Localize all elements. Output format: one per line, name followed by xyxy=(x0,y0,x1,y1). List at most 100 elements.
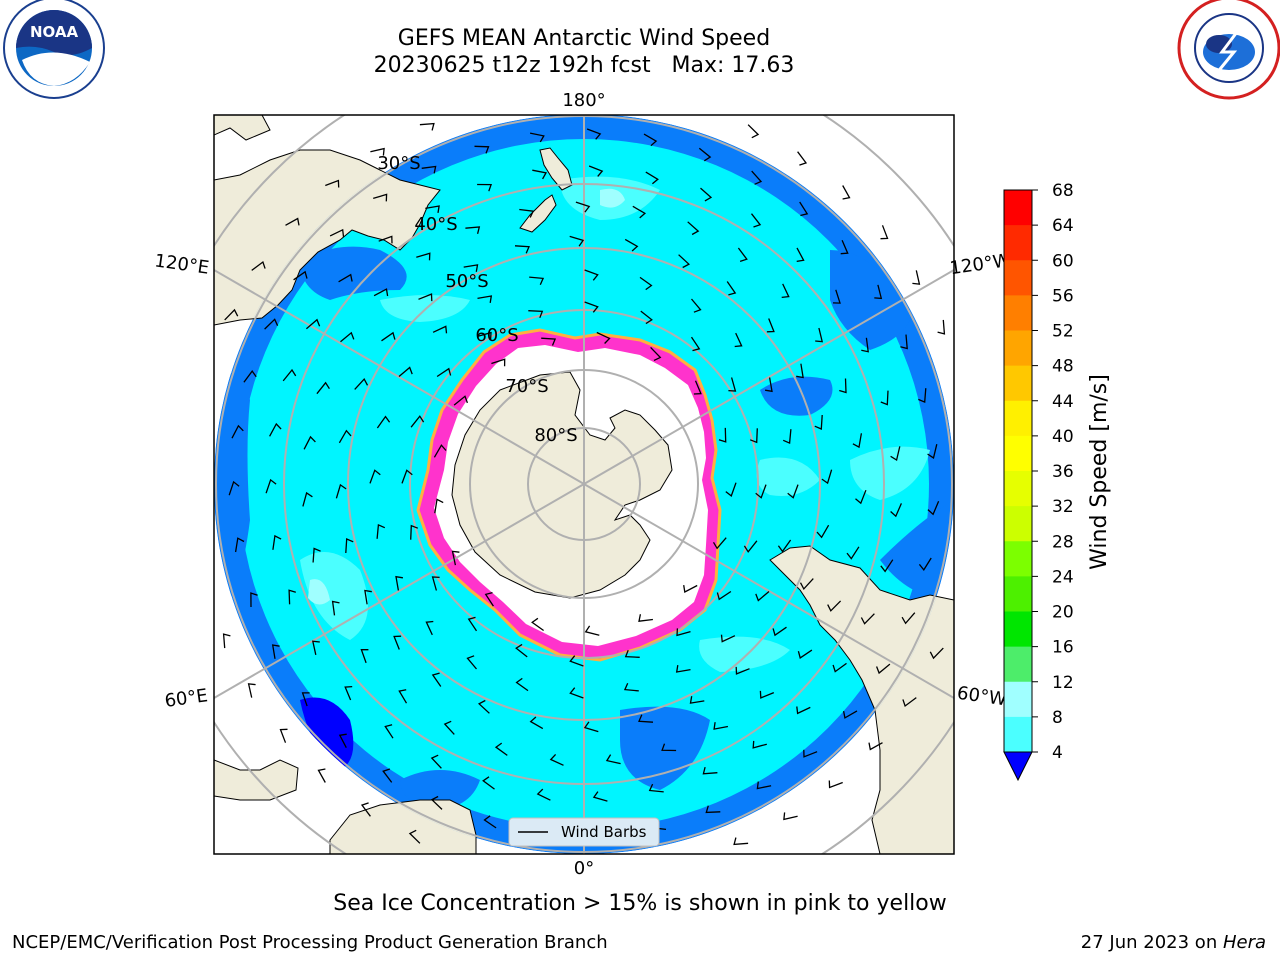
wind-barb xyxy=(796,363,804,379)
colorbar: 68 64 60 56 52 48 44 40 36 32 28 24 20 16 12 8 4 xyxy=(1003,181,1074,782)
wind-barb xyxy=(759,690,775,699)
wind-barb xyxy=(698,147,712,162)
map-title: GEFS MEAN Antarctic Wind Speed xyxy=(397,26,771,51)
wind-barb xyxy=(325,179,340,188)
wind-barb xyxy=(376,415,391,429)
wind-barb xyxy=(840,240,849,255)
wind-barb xyxy=(901,612,916,625)
wind-barb xyxy=(645,171,659,185)
wind-barb xyxy=(799,578,814,591)
colorbar-bin xyxy=(1004,681,1032,718)
wind-barb xyxy=(592,791,608,802)
wind-barb xyxy=(431,576,440,591)
wind-barb xyxy=(482,776,495,790)
colorbar-tick-label: 28 xyxy=(1052,532,1074,552)
wind-barb xyxy=(874,284,883,300)
colorbar-tick-label: 16 xyxy=(1052,638,1074,658)
wind-barb xyxy=(228,480,240,496)
colorbar-bin xyxy=(1004,295,1032,331)
wind-barb xyxy=(584,269,599,281)
wind-barb xyxy=(605,754,621,765)
wind-barb xyxy=(726,281,737,296)
colorbar-tick-label: 20 xyxy=(1052,603,1074,623)
wind-barb xyxy=(880,559,894,573)
wind-barb xyxy=(398,689,408,704)
wind-barb xyxy=(264,318,279,330)
longitude-grid xyxy=(214,115,954,854)
lon-label-180: 180° xyxy=(562,90,605,111)
wind-barb xyxy=(224,308,239,321)
colorbar-tick-label: 68 xyxy=(1052,181,1074,201)
wind-barb xyxy=(484,591,494,607)
wind-barb xyxy=(373,193,388,202)
wind-barb xyxy=(787,484,799,499)
wind-barb xyxy=(360,802,371,817)
wind-barb xyxy=(639,276,653,291)
wind-barb xyxy=(734,332,743,348)
wind-barb xyxy=(764,377,773,393)
wind-barb xyxy=(382,768,393,783)
wind-barb xyxy=(852,433,863,449)
wind-barb xyxy=(821,469,833,485)
wind-barb xyxy=(443,720,455,735)
wind-barb xyxy=(766,318,775,333)
wind-barb xyxy=(750,213,762,228)
wind-barb xyxy=(477,183,493,192)
lon-label-60w: 60°W xyxy=(956,683,1008,711)
wind-barb xyxy=(401,469,413,484)
wind-barb xyxy=(311,640,320,656)
wind-barb xyxy=(902,697,917,708)
wind-barb xyxy=(433,444,447,458)
wind-barb xyxy=(733,837,749,846)
wind-barb xyxy=(536,788,551,801)
wind-barb xyxy=(755,484,767,499)
wind-barb xyxy=(393,635,402,650)
wind-barb xyxy=(683,584,698,593)
lat-label-60s: 60°S xyxy=(475,325,518,346)
colorbar-under-arrow xyxy=(1003,751,1033,782)
lon-label-120e: 120°E xyxy=(153,250,210,278)
wind-barb xyxy=(549,753,564,766)
colorbar-bin xyxy=(1004,435,1032,472)
wind-barb xyxy=(693,380,702,395)
wind-barb xyxy=(398,366,413,377)
wind-barb xyxy=(912,270,921,285)
lat-label-80s: 80°S xyxy=(534,425,577,446)
wind-barb xyxy=(846,546,860,560)
colorbar-tick-label: 8 xyxy=(1052,708,1063,728)
wind-barb xyxy=(340,331,355,343)
lat-label-50s: 50°S xyxy=(445,271,488,292)
wind-barb xyxy=(860,613,875,625)
wind-barb xyxy=(751,170,763,185)
wind-barb xyxy=(425,205,440,214)
wind-barb xyxy=(569,235,585,247)
wind-barb xyxy=(918,557,932,572)
wind-barb xyxy=(661,743,677,752)
colorbar-bin xyxy=(1004,225,1032,261)
wind-barb xyxy=(474,145,490,154)
lat-label-70s: 70°S xyxy=(505,376,548,397)
colorbar-tick-label: 36 xyxy=(1052,462,1074,482)
wind-barb xyxy=(716,590,732,601)
wind-barb xyxy=(303,435,316,450)
wind-barb xyxy=(875,663,891,675)
wind-barb xyxy=(369,469,381,484)
wind-barb xyxy=(855,489,867,505)
wind-barb xyxy=(772,626,787,637)
wind-barb xyxy=(797,649,813,659)
wind-barb xyxy=(451,550,460,566)
wind-barb xyxy=(803,749,818,758)
wind-barb xyxy=(331,600,340,616)
wind-barb xyxy=(491,358,506,367)
colorbar-bin xyxy=(1004,611,1032,648)
wind-barb xyxy=(781,283,790,299)
wind-barb xyxy=(418,293,433,302)
wind-barb xyxy=(777,539,792,553)
wind-barb xyxy=(272,534,282,550)
wind-barb xyxy=(584,301,599,313)
wind-barb xyxy=(453,395,469,406)
wind-barb xyxy=(842,710,858,719)
wind-barb xyxy=(868,742,883,751)
wind-barb xyxy=(937,319,946,335)
wind-barb xyxy=(632,205,647,219)
